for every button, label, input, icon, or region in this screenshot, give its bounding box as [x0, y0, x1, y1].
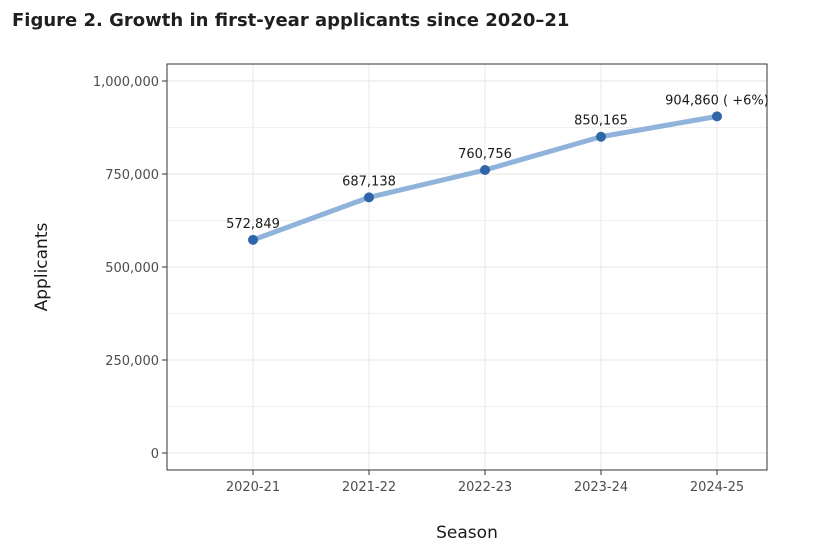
y-tick-label: 500,000	[105, 261, 159, 276]
x-tick-label: 2022-23	[458, 480, 512, 495]
y-tick-label: 1,000,000	[93, 75, 159, 90]
data-point	[596, 131, 606, 142]
x-tick-label: 2020-21	[226, 480, 280, 495]
x-axis-title: Season	[436, 523, 498, 543]
data-label: 760,756	[458, 147, 512, 162]
data-label: 687,138	[342, 174, 396, 189]
x-tick-label: 2024-25	[690, 480, 744, 495]
data-point	[712, 111, 722, 122]
data-point	[248, 234, 258, 245]
x-tick-label: 2023-24	[574, 480, 628, 495]
x-tick-label: 2021-22	[342, 480, 396, 495]
x-axis: 2020-21 2021-22 2022-23 2023-24 2024-25	[226, 470, 744, 495]
series-applicants	[248, 111, 722, 245]
data-label: 904,860 ( +6%)	[665, 93, 769, 108]
data-point	[480, 164, 490, 175]
y-tick-label: 250,000	[105, 354, 159, 369]
y-axis-title: Applicants	[32, 222, 52, 311]
data-label: 850,165	[574, 114, 628, 129]
data-point	[364, 192, 374, 203]
data-label: 572,849	[226, 217, 280, 232]
y-tick-label: 0	[151, 447, 159, 462]
y-axis: 0 250,000 500,000 750,000 1,000,000	[93, 75, 167, 462]
y-tick-label: 750,000	[105, 168, 159, 183]
data-labels: 572,849 687,138 760,756 850,165 904,860 ( +6…	[226, 93, 769, 232]
figure-title: Figure 2. Growth in first-year applicant…	[12, 10, 570, 31]
